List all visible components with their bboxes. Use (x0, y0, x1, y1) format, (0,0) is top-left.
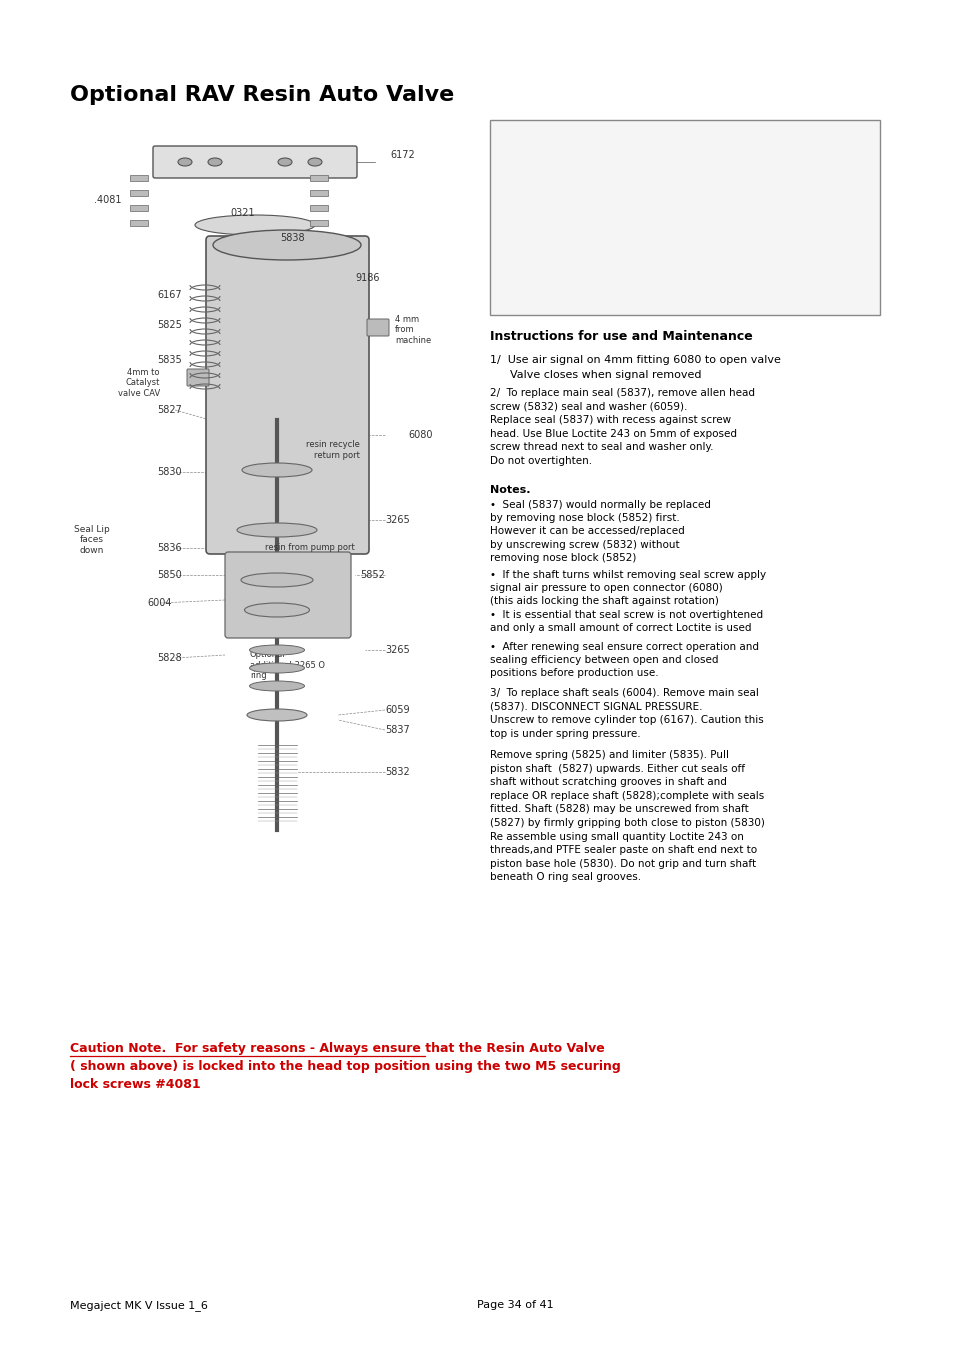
Text: 6172: 6172 (390, 150, 415, 161)
Text: 4 mm
from
machine: 4 mm from machine (395, 315, 431, 344)
Text: 5825: 5825 (157, 320, 182, 329)
Text: 6059: 6059 (385, 705, 409, 716)
Text: ( shown above) is locked into the head top position using the two M5 securing: ( shown above) is locked into the head t… (70, 1060, 620, 1073)
Text: 22424-6: 22424-6 (499, 144, 570, 161)
Ellipse shape (277, 158, 292, 166)
Text: 5835: 5835 (157, 355, 182, 364)
Bar (490, 120, 879, 315)
Text: 5828: 5828 (157, 653, 182, 663)
Bar (130, 205, 148, 211)
Text: drawn  a/h  29/01/04
issue 1 a/h 31/08/05 part numbers update
issue 4 a/h 26/06/: drawn a/h 29/01/04 issue 1 a/h 31/08/05 … (499, 212, 718, 269)
Ellipse shape (236, 522, 316, 537)
Text: 9186: 9186 (355, 273, 379, 284)
Bar (310, 205, 328, 211)
Text: •  Seal (5837) would normally be replaced
by removing nose block (5852) first.
H: • Seal (5837) would normally be replaced… (490, 500, 710, 563)
FancyBboxPatch shape (225, 552, 351, 639)
Text: 6004: 6004 (148, 598, 172, 608)
Text: Valve closes when signal removed: Valve closes when signal removed (510, 370, 700, 379)
Text: 5830: 5830 (157, 467, 182, 477)
FancyBboxPatch shape (367, 319, 389, 336)
Text: 3/  To replace shaft seals (6004). Remove main seal
(5837). DISCONNECT SIGNAL PR: 3/ To replace shaft seals (6004). Remove… (490, 688, 763, 738)
Text: 6167: 6167 (157, 290, 182, 300)
Ellipse shape (250, 663, 304, 674)
Ellipse shape (208, 158, 222, 166)
Text: 4mm to
Catalyst
valve CAV: 4mm to Catalyst valve CAV (117, 369, 160, 398)
Text: Megaject MK V Issue 1_6: Megaject MK V Issue 1_6 (70, 1300, 208, 1311)
Ellipse shape (241, 572, 313, 587)
FancyBboxPatch shape (206, 236, 369, 554)
Text: resin recycle
return port: resin recycle return port (306, 440, 359, 460)
Ellipse shape (178, 158, 192, 166)
FancyBboxPatch shape (152, 146, 356, 178)
Bar (130, 220, 148, 225)
Ellipse shape (213, 230, 360, 261)
Text: 5837: 5837 (385, 725, 410, 734)
Text: Notes.: Notes. (490, 485, 530, 495)
Bar (310, 220, 328, 225)
Ellipse shape (194, 215, 314, 235)
Text: 5852: 5852 (359, 570, 384, 580)
Text: 5827: 5827 (157, 405, 182, 414)
Text: 0321: 0321 (231, 208, 255, 217)
Bar (130, 190, 148, 196)
Text: ASSY 0336: ASSY 0336 (499, 185, 559, 194)
Text: Page 34 of 41: Page 34 of 41 (476, 1300, 553, 1310)
Text: .4081: .4081 (94, 194, 122, 205)
Ellipse shape (247, 709, 307, 721)
Bar (130, 176, 148, 181)
Ellipse shape (250, 680, 304, 691)
Text: lock screws #4081: lock screws #4081 (70, 1079, 200, 1091)
Ellipse shape (244, 603, 309, 617)
Text: 5850: 5850 (157, 570, 182, 580)
Text: Resin automatic valve: Resin automatic valve (499, 170, 638, 180)
Bar (310, 190, 328, 196)
Text: Optional RAV Resin Auto Valve: Optional RAV Resin Auto Valve (70, 85, 454, 105)
Text: Optional
additional 3265 O
ring: Optional additional 3265 O ring (250, 651, 325, 680)
Text: MVP Ltd Design Rights 2004
© 2004  World Patents pending: MVP Ltd Design Rights 2004 © 2004 World … (499, 282, 620, 302)
Text: •  After renewing seal ensure correct operation and
sealing efficiency between o: • After renewing seal ensure correct ope… (490, 643, 759, 679)
Text: Seal Lip
faces
down: Seal Lip faces down (74, 525, 110, 555)
Text: 5832: 5832 (385, 767, 410, 778)
Text: Drawing Number: Drawing Number (499, 128, 618, 140)
Text: 5838: 5838 (280, 234, 304, 243)
Text: 3265: 3265 (385, 645, 410, 655)
FancyBboxPatch shape (187, 369, 209, 386)
Text: •  If the shaft turns whilst removing seal screw apply
signal air pressure to op: • If the shaft turns whilst removing sea… (490, 570, 765, 606)
Bar (310, 176, 328, 181)
Ellipse shape (250, 645, 304, 655)
Text: 1/  Use air signal on 4mm fitting 6080 to open valve: 1/ Use air signal on 4mm fitting 6080 to… (490, 355, 781, 364)
Text: 5836: 5836 (157, 543, 182, 554)
Text: •  It is essential that seal screw is not overtightened
and only a small amount : • It is essential that seal screw is not… (490, 610, 762, 633)
Text: 2/  To replace main seal (5837), remove allen head
screw (5832) seal and washer : 2/ To replace main seal (5837), remove a… (490, 387, 754, 466)
Text: 3265: 3265 (385, 514, 410, 525)
Ellipse shape (242, 463, 312, 477)
Text: Caution Note.  For safety reasons - Always ensure that the Resin Auto Valve: Caution Note. For safety reasons - Alway… (70, 1042, 604, 1054)
Text: resin from pump port: resin from pump port (265, 544, 355, 552)
Ellipse shape (308, 158, 322, 166)
Text: Remove spring (5825) and limiter (5835). Pull
piston shaft  (5827) upwards. Eith: Remove spring (5825) and limiter (5835).… (490, 751, 764, 883)
Text: Instructions for use and Maintenance: Instructions for use and Maintenance (490, 329, 752, 343)
Text: 6080: 6080 (408, 431, 432, 440)
